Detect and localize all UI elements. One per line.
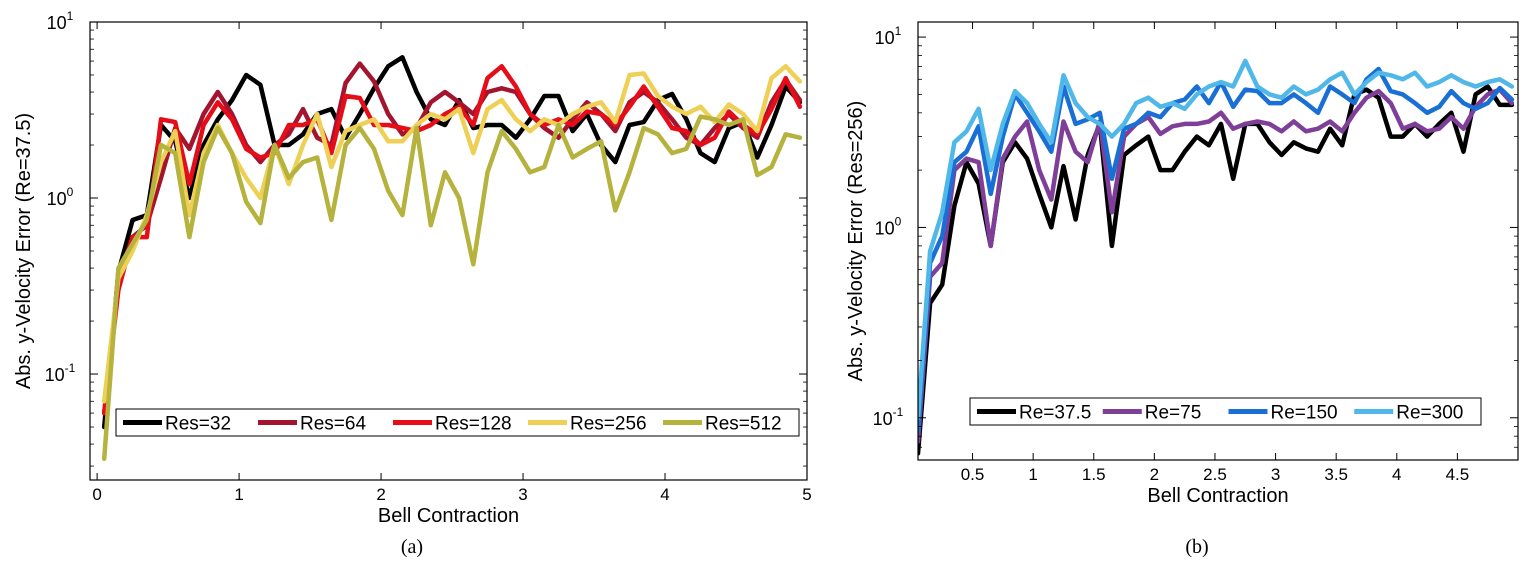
y-tick-label: 101	[47, 9, 74, 33]
legend-label: Res=256	[570, 414, 647, 435]
y-tick-label: 10-1	[45, 361, 76, 385]
series-line-re-150	[918, 66, 1515, 434]
series-line-res-64	[101, 61, 803, 416]
x-tick-label: 1	[234, 485, 243, 504]
x-tick-label: 4	[660, 485, 669, 504]
x-tick-label: 4.5	[1446, 465, 1470, 484]
series-group	[101, 55, 803, 462]
y-tick-exp: 1	[67, 9, 74, 23]
x-tick-label: 1.5	[1082, 465, 1106, 484]
x-axis-label: Bell Contraction	[1147, 485, 1288, 507]
legend-label: Res=64	[300, 414, 366, 435]
y-tick-label: 100	[47, 185, 74, 209]
x-tick-label: 0	[92, 485, 101, 504]
series-line-res-512	[101, 114, 803, 462]
axes-frame	[917, 21, 1519, 461]
series-line-re-300	[918, 58, 1515, 421]
legend-label: Re=150	[1271, 403, 1338, 424]
series-group	[918, 58, 1515, 456]
y-tick-exp: 0	[67, 185, 74, 199]
x-tick-label: 2	[376, 485, 385, 504]
x-tick-label: 5	[802, 485, 811, 504]
x-tick-label: 2.5	[1203, 465, 1227, 484]
y-tick-exp: 0	[895, 214, 902, 228]
y-axis-label: Abs. y-Velocity Error (Res=256)	[845, 101, 867, 382]
legend-label: Re=37.5	[1019, 403, 1091, 424]
subfigure-caption: (b)	[1185, 536, 1208, 558]
y-tick-exp: -1	[65, 361, 76, 375]
y-axis-label: Abs. y-Velocity Error (Re=37.5)	[13, 113, 35, 389]
x-tick-label: 3	[1271, 465, 1280, 484]
y-tick-base: 10	[45, 365, 65, 385]
y-tick-base: 10	[875, 218, 895, 238]
legend-label: Re=300	[1396, 403, 1463, 424]
y-tick-base: 10	[47, 189, 67, 209]
x-tick-label: 4	[1392, 465, 1401, 484]
x-tick-label: 3	[518, 485, 527, 504]
subfigure-caption: (a)	[401, 536, 423, 558]
y-tick-exp: 1	[895, 24, 902, 38]
y-tick-base: 10	[47, 13, 67, 33]
y-tick-label: 10-1	[873, 405, 904, 429]
x-axis-label: Bell Contraction	[378, 505, 519, 527]
legend-label: Res=128	[435, 414, 512, 435]
y-tick-label: 100	[875, 214, 902, 238]
legend-box	[969, 397, 1482, 426]
series-line-re-75	[918, 87, 1515, 444]
y-tick-base: 10	[873, 409, 893, 429]
series-line-res-128	[101, 64, 803, 416]
y-tick-label: 101	[875, 24, 902, 48]
legend-label: Res=512	[705, 414, 782, 435]
x-tick-label: 2	[1150, 465, 1159, 484]
x-tick-label: 3.5	[1324, 465, 1348, 484]
legend-label: Re=75	[1145, 403, 1202, 424]
x-tick-label: 1	[1028, 465, 1037, 484]
y-tick-exp: -1	[893, 405, 904, 419]
legend-label: Res=32	[165, 414, 231, 435]
x-tick-label: 0.5	[961, 465, 985, 484]
y-tick-base: 10	[875, 28, 895, 48]
